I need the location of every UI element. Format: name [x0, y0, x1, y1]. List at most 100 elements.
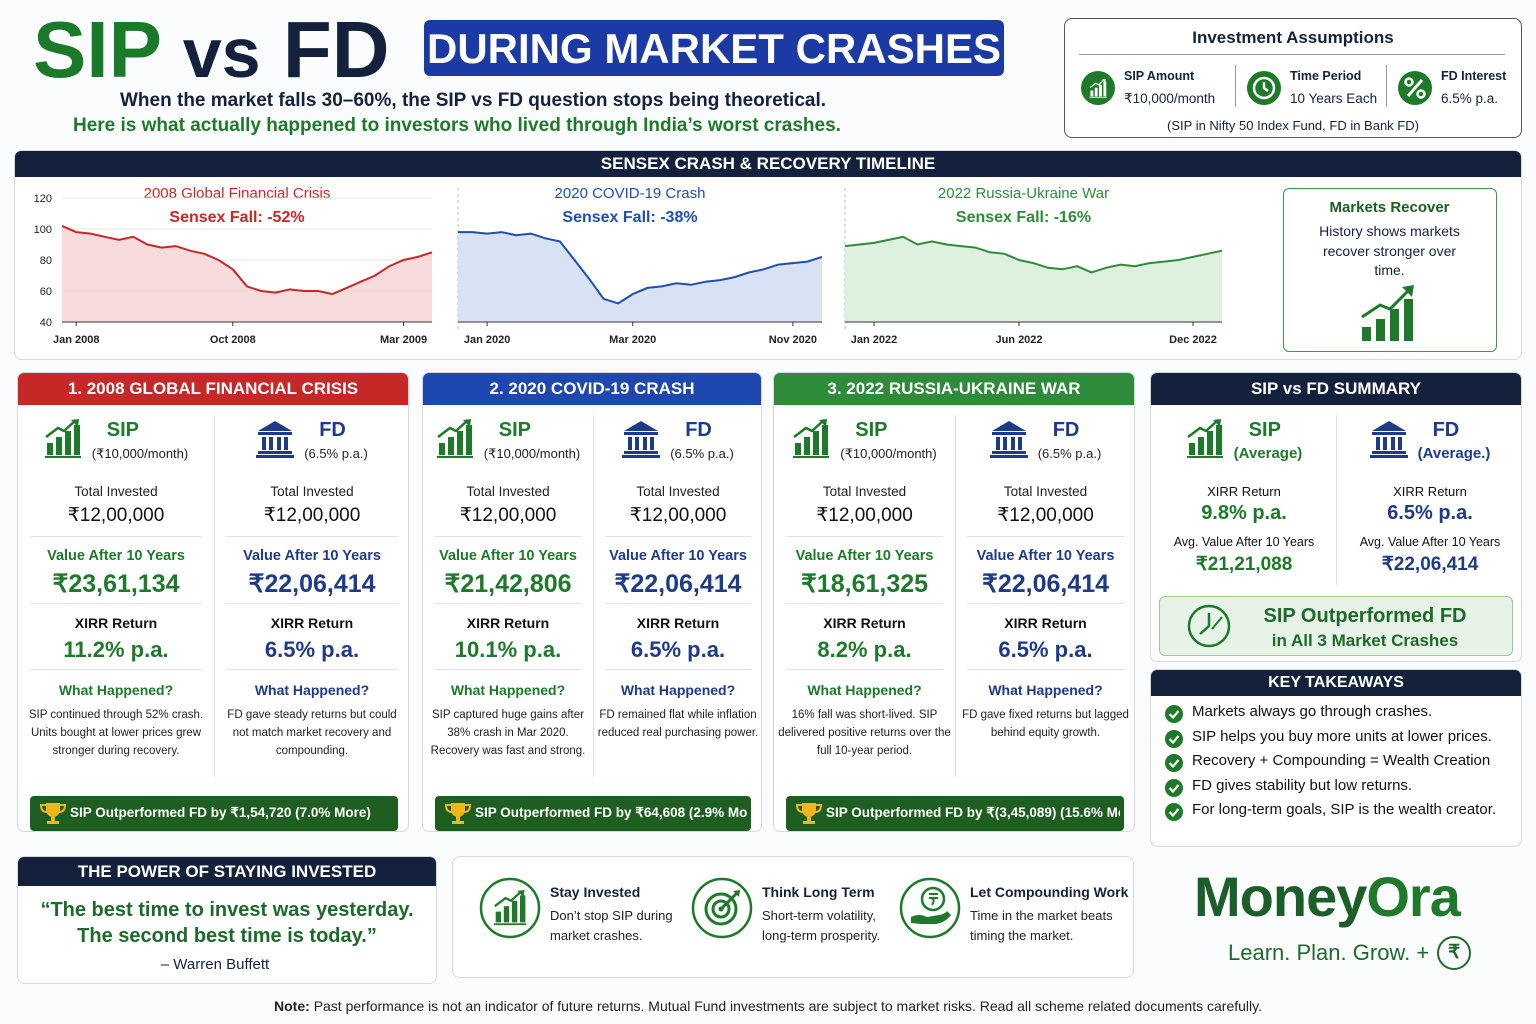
- xirr-label: XIRR Return: [270, 615, 354, 631]
- check-icon: [1165, 754, 1183, 777]
- banner-line: SIP Outperformed FD: [1263, 605, 1467, 627]
- column-title: FD (6.5% p.a.): [1038, 419, 1102, 464]
- separator: [435, 603, 581, 604]
- icon-shape: [1187, 604, 1231, 648]
- icon-shape: [438, 443, 445, 455]
- xirr-value: 8.2% p.a.: [817, 637, 912, 662]
- column-head: FD (6.5% p.a.): [593, 419, 763, 464]
- crash-card: 2. 2020 COVID-19 CRASH SIP (₹10,000/month)…: [422, 372, 762, 832]
- separator: [786, 603, 943, 604]
- icon-shape: [1101, 79, 1106, 83]
- takeaway: Markets always go through crashes.: [1192, 703, 1433, 720]
- avg-value: ₹21,21,088: [1195, 554, 1293, 575]
- xirr-label: XIRR Return: [1207, 484, 1281, 499]
- icon-shape: [793, 419, 826, 438]
- column-icon: [792, 419, 830, 464]
- value-label: Value After 10 Years: [439, 548, 577, 564]
- check-icon: [1165, 803, 1183, 826]
- quote-line: The second best time is today.”: [77, 925, 377, 947]
- icon-shape: [444, 803, 472, 824]
- icon-shape: [1002, 437, 1007, 450]
- icon-shape: [624, 421, 659, 431]
- icon-shape: [452, 821, 464, 824]
- icon-shape: [822, 425, 829, 455]
- column-icon: [989, 419, 1028, 464]
- icon-shape: [1371, 432, 1406, 435]
- icon-shape: [256, 421, 295, 458]
- value-amount: ₹22,06,414: [614, 570, 742, 598]
- separator: [435, 669, 581, 670]
- icon-shape: [444, 804, 472, 813]
- assumption-value: 10 Years Each: [1290, 91, 1378, 106]
- tip-title: Let Compounding Work: [970, 884, 1129, 900]
- icon-shape: [46, 803, 60, 817]
- icon-shape: [691, 877, 753, 939]
- icon-shape: [1168, 759, 1180, 769]
- icon-shape: [807, 816, 811, 821]
- column-sub: (Average): [1233, 445, 1303, 462]
- icon-shape: [46, 443, 53, 455]
- icon-shape: [635, 437, 640, 450]
- icon-shape: [447, 437, 454, 455]
- value-amount: ₹22,06,414: [981, 570, 1110, 598]
- icon-shape: [479, 877, 541, 939]
- column-title: FD (6.5% p.a.): [670, 419, 734, 464]
- icon-shape: [1382, 437, 1387, 450]
- icon-shape: [1089, 79, 1107, 98]
- icon-shape: [920, 886, 946, 912]
- icon-shape: [493, 923, 527, 926]
- icon-shape: [1168, 784, 1180, 793]
- icon-shape: [1099, 84, 1102, 97]
- what-label: What Happened?: [807, 682, 922, 698]
- icon-shape: [451, 803, 465, 817]
- quote-author: – Warren Buffett: [160, 956, 270, 973]
- value-amount: ₹23,61,134: [52, 570, 180, 598]
- icon-shape: [803, 821, 815, 824]
- icon-shape: [1252, 76, 1276, 100]
- icon-shape: [1402, 285, 1414, 297]
- separator: [967, 603, 1124, 604]
- icon-shape: [51, 816, 55, 821]
- tip-title: Stay Invested: [550, 884, 641, 900]
- icon-shape: [650, 437, 655, 450]
- brand-logo: MoneyOra: [1194, 864, 1461, 929]
- column-head: SIP (₹10,000/month): [774, 419, 955, 464]
- column-title: SIP (₹10,000/month): [92, 419, 188, 464]
- icon-shape: [1390, 309, 1399, 341]
- icon-shape: [45, 419, 77, 438]
- card-title: 2. 2020 COVID-19 CRASH: [423, 373, 761, 405]
- separator: [967, 536, 1124, 537]
- brand-name: Ora: [1366, 865, 1460, 928]
- icon-shape: [1165, 754, 1183, 773]
- tip-text: Short-term volatility, long-term prosper…: [762, 908, 881, 943]
- result-banner: SIP Outperformed FD by ₹1,54,720 (7.0% M…: [30, 796, 398, 831]
- divider: [214, 415, 215, 777]
- value-amount: ₹21,42,806: [444, 570, 572, 598]
- icon-shape: [284, 437, 289, 450]
- column-sub: (6.5% p.a.): [304, 446, 368, 461]
- icon-shape: [262, 437, 267, 450]
- icon-shape: [1211, 616, 1223, 630]
- icon-shape: [277, 437, 282, 450]
- icon-shape: [1262, 82, 1269, 92]
- column-head: SIP (Average): [1151, 419, 1337, 464]
- icon-shape: [991, 451, 1026, 454]
- tip-title: Think Long Term: [762, 884, 875, 900]
- icon-shape: [456, 431, 463, 455]
- icon-shape: [1404, 299, 1413, 341]
- separator: [605, 536, 751, 537]
- icon-shape: [911, 911, 951, 924]
- xirr-value: 6.5% p.a.: [264, 637, 360, 662]
- column-name: SIP: [106, 419, 140, 441]
- icon-shape: [70, 419, 79, 427]
- recover-icon: [1361, 285, 1414, 341]
- column-head: SIP (₹10,000/month): [423, 419, 593, 464]
- icon-shape: [733, 890, 740, 897]
- icon-shape: [256, 455, 295, 458]
- xirr-label: XIRR Return: [1004, 615, 1087, 631]
- xirr-label: XIRR Return: [1393, 484, 1467, 499]
- icon-shape: [47, 821, 59, 824]
- value-label: Value After 10 Years: [47, 548, 185, 564]
- icon-shape: [643, 437, 648, 450]
- invested-label: Total Invested: [466, 484, 550, 499]
